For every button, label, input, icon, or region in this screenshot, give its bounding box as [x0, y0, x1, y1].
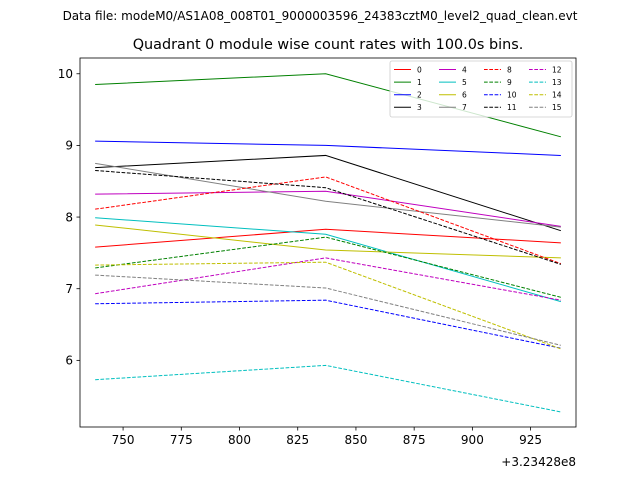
legend-label-6: 6	[462, 91, 467, 100]
legend-label-3: 3	[417, 103, 422, 112]
series-line-0	[95, 228, 561, 248]
y-tick-label: 9	[65, 139, 73, 153]
plot-frame	[79, 57, 577, 428]
legend-label-4: 4	[462, 65, 467, 74]
legend-frame	[389, 60, 573, 118]
legend-label-15: 15	[552, 103, 562, 112]
x-tick-label: 825	[286, 433, 309, 447]
legend-label-12: 12	[552, 65, 562, 74]
series-line-7	[95, 162, 561, 228]
series-line-3	[95, 154, 562, 232]
legend-label-5: 5	[462, 78, 467, 87]
y-axis: 6 7 8 9 10	[58, 67, 80, 368]
x-axis-offset-label: +3.23428e8	[501, 455, 576, 469]
legend-label-11: 11	[507, 103, 517, 112]
legend-label-8: 8	[507, 65, 512, 74]
series-line-13	[95, 364, 561, 413]
y-tick-label: 7	[65, 282, 73, 296]
series-line-8	[95, 176, 562, 265]
chart-title: Quadrant 0 module wise count rates with …	[133, 37, 524, 53]
figure-suptitle: Data file: modeM0/AS1A08_008T01_90000035…	[63, 9, 578, 23]
series-line-4	[95, 190, 561, 227]
series-line-11	[95, 169, 562, 265]
series-line-2	[95, 140, 561, 156]
y-tick-label: 10	[58, 67, 73, 81]
series-line-9	[95, 236, 561, 298]
x-tick-label: 900	[461, 433, 484, 447]
x-axis: 750 775 800 825 850 875 900 925	[112, 427, 542, 447]
series-line-6	[95, 224, 561, 259]
series-line-10	[95, 299, 561, 349]
legend-label-10: 10	[507, 91, 517, 100]
series-line-14	[95, 261, 562, 350]
legend-label-0: 0	[417, 65, 422, 74]
y-tick-label: 6	[65, 354, 73, 368]
x-tick-label: 775	[170, 433, 193, 447]
legend-label-7: 7	[462, 103, 467, 112]
legend-label-13: 13	[552, 78, 562, 87]
legend-label-14: 14	[552, 91, 562, 100]
x-tick-label: 800	[228, 433, 251, 447]
legend-label-9: 9	[507, 78, 512, 87]
series-line-5	[95, 217, 561, 303]
x-tick-label: 750	[112, 433, 135, 447]
series-layer	[95, 73, 562, 413]
series-line-12	[95, 257, 561, 301]
legend-label-1: 1	[417, 78, 422, 87]
x-tick-label: 875	[403, 433, 426, 447]
x-tick-label: 925	[519, 433, 542, 447]
x-tick-label: 850	[344, 433, 367, 447]
series-line-15	[95, 274, 561, 346]
y-tick-label: 8	[65, 210, 73, 224]
legend-label-2: 2	[417, 91, 422, 100]
